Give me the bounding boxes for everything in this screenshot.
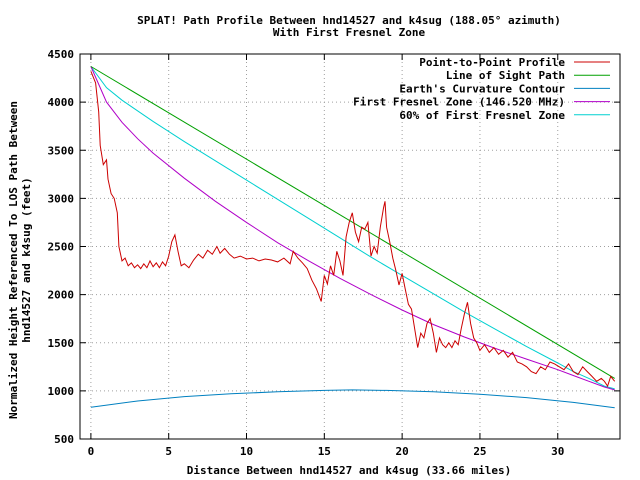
x-tick-label: 10 bbox=[240, 445, 253, 458]
y-tick-label: 4500 bbox=[48, 48, 75, 61]
y-tick-labels: 500 1000 1500 2000 2500 3000 3500 4000 4500 bbox=[48, 48, 75, 446]
chart-title-line-1: SPLAT! Path Profile Between hnd14527 and… bbox=[137, 14, 561, 27]
x-tick-label: 5 bbox=[165, 445, 172, 458]
y-tick-label: 3000 bbox=[48, 192, 75, 205]
x-tick-label: 30 bbox=[551, 445, 564, 458]
y-tick-label: 500 bbox=[54, 433, 74, 446]
legend-label: First Fresnel Zone (146.520 MHz) bbox=[353, 96, 565, 109]
y-tick-label: 2000 bbox=[48, 289, 75, 302]
x-tick-labels: 0 5 10 15 20 25 30 bbox=[88, 445, 565, 458]
series-line-0 bbox=[90, 71, 616, 388]
y-axis-label-line-2: hnd14527 and k4sug (feet) bbox=[20, 177, 33, 343]
plot-frame bbox=[79, 53, 621, 440]
y-tick-label: 2500 bbox=[48, 241, 75, 254]
y-tick-label: 4000 bbox=[48, 96, 75, 109]
series-lines bbox=[90, 66, 616, 409]
x-axis-label: Distance Between hnd14527 and k4sug (33.… bbox=[187, 464, 512, 477]
x-tick-label: 15 bbox=[318, 445, 331, 458]
legend-label: Point-to-Point Profile bbox=[419, 56, 565, 69]
series-line-4 bbox=[90, 66, 615, 390]
y-axis-label-line-1: Normalized Height Referenced To LOS Path… bbox=[7, 101, 20, 419]
series-line-1 bbox=[90, 66, 615, 379]
series-line-3 bbox=[90, 66, 615, 391]
y-tick-label: 1000 bbox=[48, 385, 75, 398]
chart-title-line-2: With First Fresnel Zone bbox=[273, 26, 426, 39]
y-tick-label: 1500 bbox=[48, 337, 75, 350]
y-tick-label: 3500 bbox=[48, 144, 75, 157]
legend-label: 60% of First Fresnel Zone bbox=[399, 109, 565, 122]
legend-label: Earth's Curvature Contour bbox=[399, 82, 565, 95]
series-line-2 bbox=[90, 389, 615, 409]
chart-title: SPLAT! Path Profile Between hnd14527 and… bbox=[137, 14, 561, 39]
x-tick-label: 25 bbox=[473, 445, 486, 458]
x-tick-label: 0 bbox=[88, 445, 95, 458]
x-tick-label: 20 bbox=[396, 445, 409, 458]
legend-label: Line of Sight Path bbox=[446, 69, 565, 82]
